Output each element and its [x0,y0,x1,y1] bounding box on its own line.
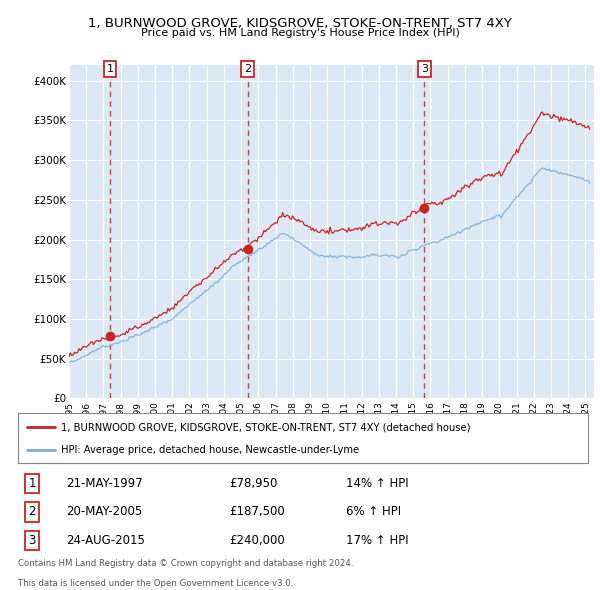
Text: 14% ↑ HPI: 14% ↑ HPI [346,477,409,490]
Text: 1, BURNWOOD GROVE, KIDSGROVE, STOKE-ON-TRENT, ST7 4XY: 1, BURNWOOD GROVE, KIDSGROVE, STOKE-ON-T… [88,17,512,30]
Text: 17% ↑ HPI: 17% ↑ HPI [346,534,409,547]
Text: 2: 2 [29,505,36,519]
Text: £78,950: £78,950 [229,477,277,490]
Text: 3: 3 [421,64,428,74]
Text: 21-MAY-1997: 21-MAY-1997 [67,477,143,490]
Text: 20-MAY-2005: 20-MAY-2005 [67,505,143,519]
Text: £187,500: £187,500 [229,505,284,519]
Text: 6% ↑ HPI: 6% ↑ HPI [346,505,401,519]
Text: 2: 2 [244,64,251,74]
Text: Contains HM Land Registry data © Crown copyright and database right 2024.: Contains HM Land Registry data © Crown c… [18,559,353,568]
Text: 1: 1 [106,64,113,74]
Text: 1, BURNWOOD GROVE, KIDSGROVE, STOKE-ON-TRENT, ST7 4XY (detached house): 1, BURNWOOD GROVE, KIDSGROVE, STOKE-ON-T… [61,422,470,432]
Text: Price paid vs. HM Land Registry's House Price Index (HPI): Price paid vs. HM Land Registry's House … [140,28,460,38]
Text: This data is licensed under the Open Government Licence v3.0.: This data is licensed under the Open Gov… [18,579,293,588]
Text: £240,000: £240,000 [229,534,284,547]
Text: 3: 3 [29,534,36,547]
Text: 1: 1 [29,477,36,490]
Text: 24-AUG-2015: 24-AUG-2015 [67,534,145,547]
Text: HPI: Average price, detached house, Newcastle-under-Lyme: HPI: Average price, detached house, Newc… [61,445,359,455]
